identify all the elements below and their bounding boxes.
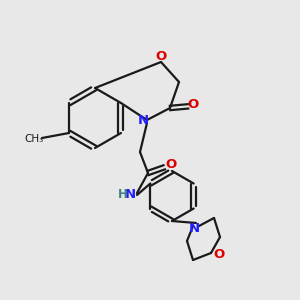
Text: N: N: [124, 188, 136, 200]
Text: CH₃: CH₃: [24, 134, 44, 144]
Text: O: O: [188, 98, 199, 112]
Text: O: O: [165, 158, 177, 172]
Text: O: O: [155, 50, 167, 64]
Text: O: O: [213, 248, 225, 262]
Text: H: H: [118, 188, 128, 202]
Text: N: N: [188, 221, 200, 235]
Text: N: N: [137, 115, 148, 128]
